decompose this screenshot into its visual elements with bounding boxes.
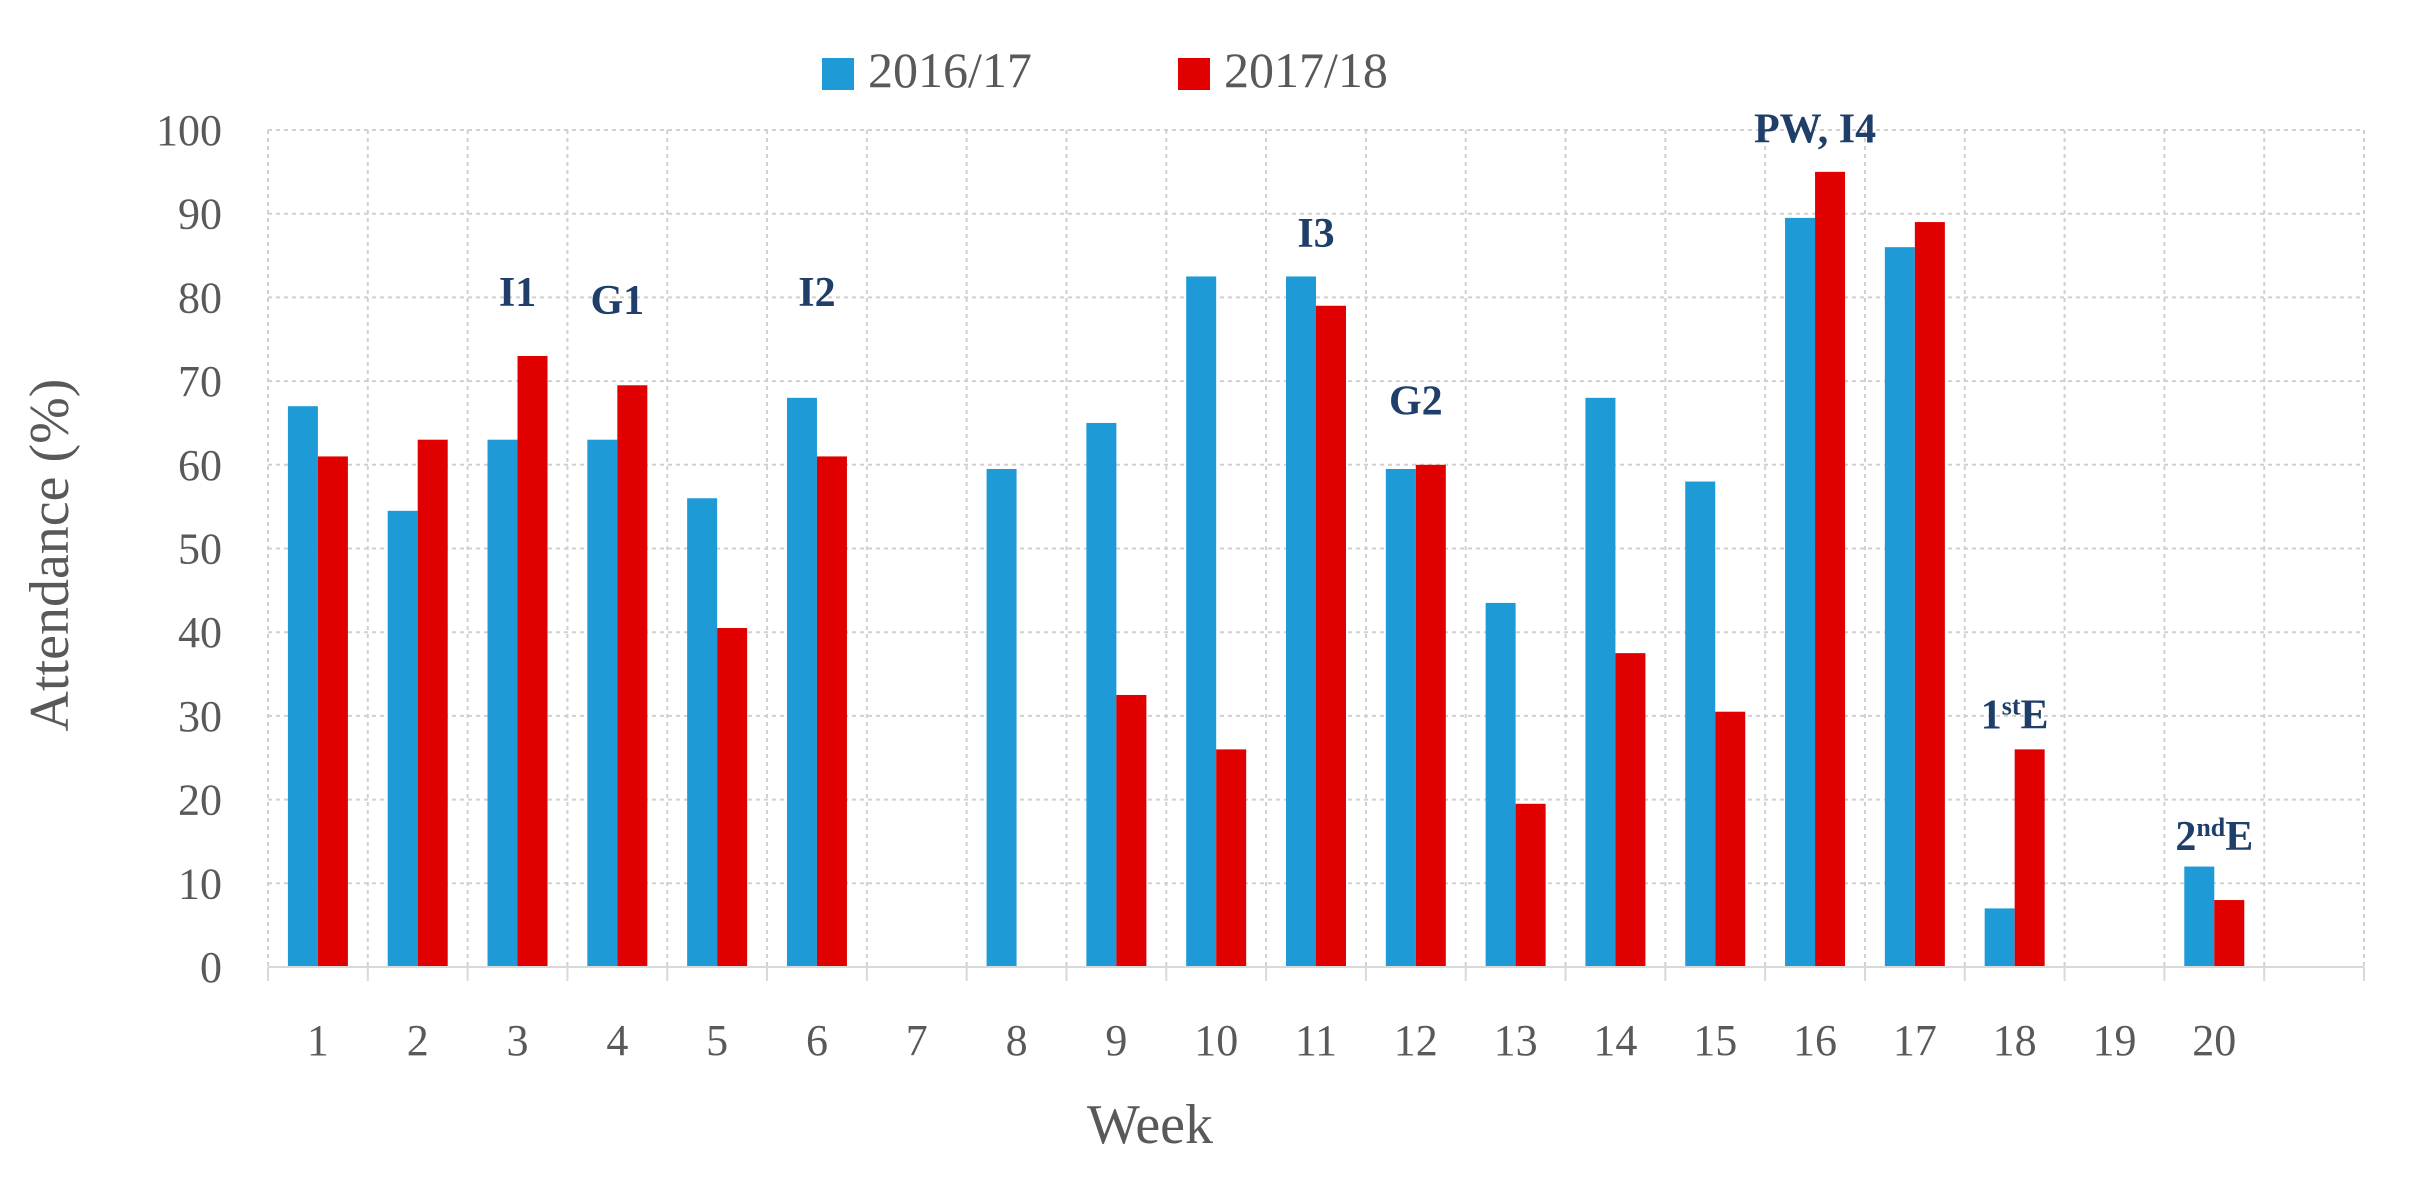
x-tick-label: 20 [2192, 1016, 2236, 1065]
bar-2017-18-week-3 [517, 355, 548, 967]
legend-label-2017-18: 2017/18 [1224, 42, 1388, 98]
legend-swatch-2016-17 [822, 58, 854, 90]
x-tick-label: 14 [1593, 1016, 1637, 1065]
bar-2016-17-week-10 [1186, 276, 1217, 968]
bar-2017-18-week-13 [1515, 803, 1546, 967]
bar-2016-17-week-14 [1585, 397, 1616, 968]
legend-swatch-2017-18 [1178, 58, 1210, 90]
grid-lines [267, 129, 2365, 967]
x-tick-label: 18 [1993, 1016, 2037, 1065]
bar-2016-17-week-15 [1685, 481, 1716, 967]
x-tick-label: 17 [1893, 1016, 1937, 1065]
legend: 2016/17 2017/18 [822, 42, 1388, 98]
x-axis-title: Week [1087, 1094, 1213, 1156]
annotation-I2: I2 [798, 270, 835, 316]
x-tick-label: 1 [307, 1016, 329, 1065]
bar-2016-17-week-8 [986, 468, 1017, 967]
bar-2017-18-week-6 [816, 456, 847, 967]
bar-2017-18-week-18 [2014, 749, 2045, 967]
x-tick-label: 5 [706, 1016, 728, 1065]
x-tick-label: 9 [1105, 1016, 1127, 1065]
bar-2017-18-week-14 [1615, 653, 1646, 967]
bar-2017-18-week-11 [1316, 305, 1346, 967]
bar-2016-17-week-5 [687, 498, 718, 967]
bar-2017-18-week-4 [617, 385, 648, 967]
bar-2016-17-week-1 [287, 406, 318, 968]
bar-2016-17-week-11 [1286, 276, 1316, 968]
y-tick-label: 30 [178, 692, 222, 741]
bar-2017-18-week-5 [717, 628, 748, 967]
bar-2017-18-week-10 [1216, 749, 1247, 967]
bar-2017-18-week-2 [417, 439, 448, 967]
y-tick-label: 60 [178, 441, 222, 490]
bar-2017-18-week-17 [1914, 222, 1945, 967]
bar-2016-17-week-20 [2184, 866, 2215, 967]
x-tick-label: 12 [1394, 1016, 1438, 1065]
bar-2016-17-week-6 [786, 397, 817, 968]
y-tick-label: 20 [178, 776, 222, 825]
y-tick-label: 10 [178, 859, 222, 908]
annotation-PWI4: PW, I4 [1754, 107, 1876, 153]
x-tick-label: 8 [1006, 1016, 1028, 1065]
x-tick-label: 3 [507, 1016, 529, 1065]
annotation-G1: G1 [590, 278, 644, 324]
y-tick-label: 90 [178, 190, 222, 239]
bar-2017-18-week-16 [1815, 171, 1846, 968]
bar-2017-18-week-20 [2214, 900, 2245, 967]
bar-2016-17-week-18 [1984, 908, 2015, 967]
bar-2016-17-week-12 [1385, 468, 1416, 967]
x-tick-label: 7 [906, 1016, 928, 1065]
annotation-I1: I1 [499, 270, 536, 316]
bar-2017-18-week-1 [317, 456, 348, 967]
bar-2017-18-week-15 [1715, 711, 1746, 967]
bar-2016-17-week-9 [1086, 422, 1117, 967]
x-tick-label: 11 [1295, 1016, 1337, 1065]
y-axis-title: Attendance (%) [19, 379, 81, 732]
x-tick-label: 2 [407, 1016, 429, 1065]
y-tick-label: 0 [200, 943, 222, 992]
x-tick-label: 4 [606, 1016, 628, 1065]
x-tick-label: 10 [1194, 1016, 1238, 1065]
x-tick-label: 19 [2092, 1016, 2136, 1065]
bar-2016-17-week-17 [1884, 247, 1915, 967]
x-tick-label: 6 [806, 1016, 828, 1065]
y-tick-label: 100 [156, 106, 222, 155]
bar-2016-17-week-2 [387, 510, 418, 967]
bar-2016-17-week-3 [487, 439, 518, 967]
bar-2016-17-week-16 [1785, 217, 1816, 967]
annotation-G2: G2 [1389, 379, 1443, 425]
annotations: I1 G1 I2 I3 G2 PW, I4 1stE 2ndE [499, 107, 2253, 860]
annotation-1E: 1stE [1981, 691, 2049, 739]
axes [267, 966, 2365, 981]
bar-2016-17-week-4 [587, 439, 618, 967]
annotation-I3: I3 [1297, 211, 1334, 257]
y-tick-label: 80 [178, 273, 222, 322]
bar-2017-18-week-9 [1116, 694, 1147, 967]
bars [287, 171, 2245, 968]
x-tick-label: 15 [1693, 1016, 1737, 1065]
y-tick-label: 40 [178, 608, 222, 657]
y-tick-labels: 0 10 20 30 40 50 60 70 80 90 100 [156, 106, 222, 992]
x-tick-label: 16 [1793, 1016, 1837, 1065]
x-tick-labels: 1 2 3 4 5 6 7 8 9 10 11 12 13 14 15 16 17 18 19 20 [307, 1016, 2236, 1065]
bar-2017-18-week-12 [1415, 464, 1446, 967]
legend-label-2016-17: 2016/17 [868, 42, 1032, 98]
y-tick-label: 50 [178, 525, 222, 574]
annotation-2E: 2ndE [2175, 812, 2253, 860]
x-tick-label: 13 [1494, 1016, 1538, 1065]
bar-2016-17-week-13 [1485, 602, 1516, 967]
y-tick-label: 70 [178, 357, 222, 406]
